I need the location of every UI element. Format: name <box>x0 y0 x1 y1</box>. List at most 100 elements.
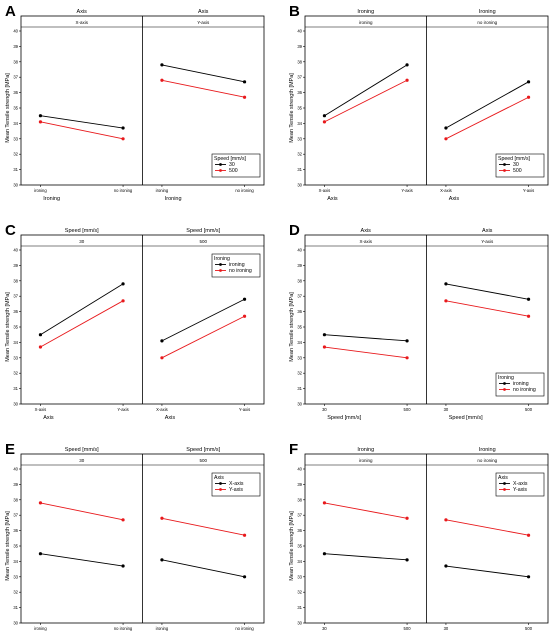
y-tick-label: 34 <box>13 121 18 126</box>
series-line-x-axis <box>40 553 124 567</box>
panel-d: D Axis X-axis 30 500 Speed [mm/s] Axis Y-axis 30… <box>289 222 549 421</box>
legend-box <box>495 372 545 397</box>
y-tick-label: 33 <box>297 355 302 360</box>
data-point-500 <box>444 137 448 141</box>
data-point-y-axis <box>322 501 327 505</box>
y-tick-label: 35 <box>297 325 302 330</box>
y-tick-label: 30 <box>13 621 18 626</box>
series-line-no-ironing <box>324 346 408 359</box>
facet-strip-label: ironing <box>359 458 373 463</box>
data-point-30 <box>242 80 247 84</box>
series-line-500 <box>445 96 529 140</box>
facet-strip-label: 30 <box>79 458 85 463</box>
series-line-500 <box>324 79 408 123</box>
legend-entry: X-axis <box>513 481 528 487</box>
y-tick-label: 30 <box>13 183 18 188</box>
y-tick-label: 40 <box>13 467 18 472</box>
y-axis-title: Mean Tensile strength [MPa] <box>5 73 11 143</box>
x-tick-label: ironing <box>34 626 47 631</box>
y-tick-label: 36 <box>297 528 302 533</box>
data-point-ironing <box>322 333 327 337</box>
facet-strip-label: no ironing <box>477 458 497 463</box>
x-tick-label: Y-axis <box>239 407 250 412</box>
panel-letter: C <box>5 222 16 239</box>
legend-box <box>211 472 261 497</box>
y-tick-label: 33 <box>297 574 302 579</box>
y-axis-title: Mean Tensile strength [MPa] <box>289 73 295 143</box>
y-tick-label: 38 <box>13 59 18 64</box>
x-axis-title: Axis <box>449 196 460 202</box>
x-tick-label: 500 <box>525 626 533 631</box>
legend-box <box>211 253 261 278</box>
data-point-y-axis <box>38 501 43 505</box>
y-tick-label: 39 <box>13 482 18 487</box>
data-point-500 <box>322 120 327 124</box>
x-tick-label: ironing <box>156 626 169 631</box>
y-tick-label: 35 <box>297 106 302 111</box>
panel-letter: A <box>5 3 16 20</box>
panel-c: C Speed [mm/s] 30 X-axis Y-axis Axis Speed [mm… <box>5 222 265 421</box>
y-tick-label: 36 <box>13 309 18 314</box>
y-tick-label: 36 <box>297 309 302 314</box>
data-point-x-axis <box>405 558 409 562</box>
y-axis-title: Mean Tensile strength [MPa] <box>5 511 11 581</box>
y-tick-label: 37 <box>297 294 302 299</box>
y-tick-label: 36 <box>13 528 18 533</box>
facet-title: Axis <box>361 228 372 234</box>
x-axis-title: Axis <box>43 415 54 421</box>
y-tick-label: 35 <box>13 544 18 549</box>
legend-swatch-marker <box>503 163 506 166</box>
y-tick-label: 36 <box>297 90 302 95</box>
series-line-30 <box>445 81 529 129</box>
data-point-x-axis <box>242 575 247 579</box>
legend-title: Speed [mm/s] <box>214 156 247 162</box>
legend-title: Axis <box>214 475 224 481</box>
x-tick-label: no ironing <box>114 626 133 631</box>
data-point-no-ironing <box>444 299 448 303</box>
legend-entry: 500 <box>513 168 522 174</box>
x-axis-title: Axis <box>327 196 338 202</box>
data-point-x-axis <box>444 564 448 568</box>
data-point-500 <box>160 78 164 82</box>
y-axis-title: Mean Tensile strength [MPa] <box>289 511 295 581</box>
legend-swatch-marker <box>503 488 506 491</box>
y-axis-title: Mean Tensile strength [MPa] <box>5 292 11 362</box>
y-axis-title: Mean Tensile strength [MPa] <box>289 292 295 362</box>
data-point-30 <box>160 63 164 67</box>
legend-swatch-marker <box>219 169 222 172</box>
y-tick-label: 39 <box>297 44 302 49</box>
y-tick-label: 37 <box>297 513 302 518</box>
legend-title: Ironing <box>214 256 230 262</box>
data-point-500 <box>121 137 125 141</box>
y-tick-label: 39 <box>13 44 18 49</box>
legend-title: Speed [mm/s] <box>498 156 531 162</box>
legend-box <box>495 153 545 178</box>
series-line-no-ironing <box>161 315 245 359</box>
data-point-ironing <box>444 282 448 286</box>
legend-swatch-marker <box>503 169 506 172</box>
x-tick-label: 500 <box>404 407 412 412</box>
data-point-30 <box>322 114 327 118</box>
x-tick-label: 500 <box>404 626 412 631</box>
series-line-30 <box>324 64 408 117</box>
data-point-30 <box>121 126 125 130</box>
legend-swatch-marker <box>219 269 222 272</box>
y-tick-label: 34 <box>13 559 18 564</box>
y-tick-label: 40 <box>297 467 302 472</box>
data-point-y-axis <box>242 533 247 537</box>
data-point-y-axis <box>160 516 164 520</box>
panel-a: A Axis X-axis ironing no ironing Ironing Axis Y… <box>5 3 265 202</box>
y-tick-label: 32 <box>13 152 18 157</box>
y-tick-label: 33 <box>13 355 18 360</box>
data-point-no-ironing <box>526 314 531 318</box>
x-axis-title: Ironing <box>165 196 182 202</box>
y-tick-label: 33 <box>13 136 18 141</box>
series-line-30 <box>40 115 124 129</box>
y-tick-label: 36 <box>13 90 18 95</box>
x-tick-label: 30 <box>444 626 449 631</box>
facet-strip-label: 30 <box>79 239 85 244</box>
